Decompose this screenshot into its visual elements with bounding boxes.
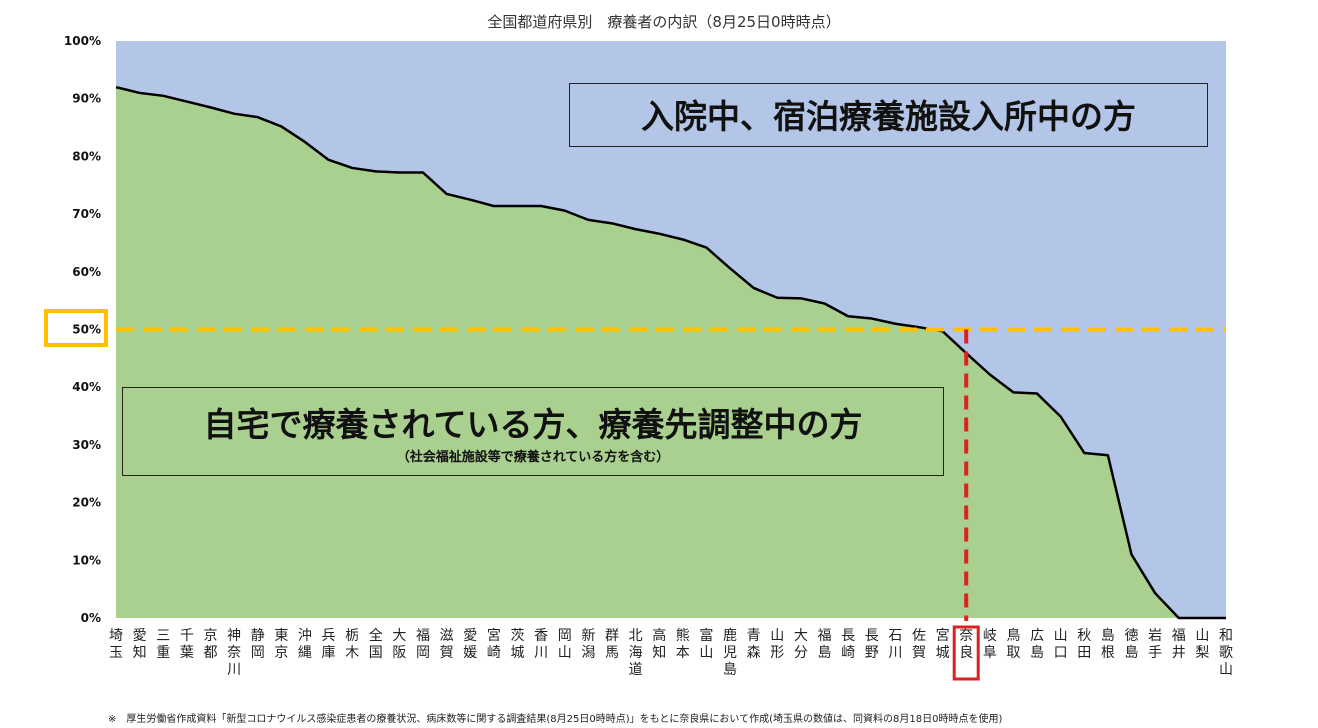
x-tick-label: 東京 bbox=[274, 628, 288, 661]
x-tick-label: 奈良 bbox=[959, 628, 973, 661]
x-tick-label: 神奈川 bbox=[227, 628, 241, 678]
x-tick-label: 山口 bbox=[1054, 628, 1068, 661]
y-tick-label: 50% bbox=[72, 323, 101, 337]
x-tick-label: 宮崎 bbox=[487, 628, 501, 661]
x-tick-label: 兵庫 bbox=[322, 628, 336, 661]
lower-annotation-text: 自宅で療養されている方、療養先調整中の方 bbox=[203, 405, 863, 444]
x-tick-label: 三重 bbox=[156, 628, 170, 661]
x-tick-label: 長野 bbox=[865, 628, 879, 661]
x-tick-label: 全国 bbox=[369, 627, 383, 661]
x-tick-label: 岡山 bbox=[558, 628, 572, 661]
upper-annotation-text: 入院中、宿泊療養施設入所中の方 bbox=[641, 97, 1136, 136]
x-tick-label: 高知 bbox=[652, 627, 666, 661]
y-tick-label: 30% bbox=[72, 438, 101, 452]
x-tick-label: 茨城 bbox=[510, 628, 524, 661]
x-tick-label: 大阪 bbox=[392, 628, 406, 661]
x-tick-label: 栃木 bbox=[345, 628, 359, 661]
x-tick-label: 滋賀 bbox=[440, 628, 454, 661]
y-axis: 0% 10% 20% 30% 40% 50% 60% 70% 80% 90% 100% bbox=[44, 34, 108, 625]
chart-title: 全国都道府県別 療養者の内訳（8月25日0時時点） bbox=[487, 13, 840, 31]
x-tick-label: 大分 bbox=[794, 628, 808, 661]
x-tick-label: 富山 bbox=[699, 627, 713, 661]
boundary-line bbox=[115, 85, 1226, 620]
x-tick-label: 宮城 bbox=[936, 628, 950, 661]
x-tick-label: 秋田 bbox=[1077, 628, 1091, 661]
x-tick-label: 愛知 bbox=[133, 628, 147, 661]
y-tick-label: 80% bbox=[72, 149, 101, 163]
x-tick-label: 岐阜 bbox=[983, 628, 997, 661]
y-tick-label: 70% bbox=[72, 207, 101, 221]
x-tick-label: 福井 bbox=[1172, 628, 1186, 661]
x-tick-label: 青森 bbox=[747, 628, 761, 661]
x-axis: 埼玉愛知三重千葉京都神奈川静岡東京沖縄兵庫栃木全国大阪福岡滋賀愛媛宮崎茨城香川岡… bbox=[109, 625, 1233, 681]
x-tick-label: 京都 bbox=[203, 628, 217, 661]
x-tick-label: 島根 bbox=[1101, 628, 1115, 661]
x-tick-label: 広島 bbox=[1030, 628, 1044, 661]
x-tick-label: 群馬 bbox=[605, 628, 619, 661]
x-tick-label: 沖縄 bbox=[298, 628, 312, 661]
x-tick-label: 鳥取 bbox=[1006, 628, 1020, 661]
y-tick-label: 0% bbox=[81, 611, 101, 625]
x-tick-label: 福岡 bbox=[416, 628, 430, 661]
y-tick-label: 40% bbox=[72, 380, 101, 394]
lower-annotation-subtext: （社会福祉施設等で療養されている方を含む） bbox=[396, 450, 670, 465]
y-tick-label: 100% bbox=[64, 34, 101, 48]
x-tick-label: 千葉 bbox=[180, 628, 194, 661]
lower-area bbox=[116, 87, 1226, 618]
x-tick-label: 愛媛 bbox=[463, 628, 477, 661]
x-tick-label: 石川 bbox=[888, 628, 902, 661]
y-tick-label: 20% bbox=[72, 496, 101, 510]
y-tick-label: 90% bbox=[72, 92, 101, 106]
x-tick-label: 山梨 bbox=[1195, 628, 1209, 661]
x-tick-label: 福島 bbox=[818, 628, 832, 661]
x-tick-label: 香川 bbox=[534, 628, 548, 661]
x-tick-label: 徳島 bbox=[1125, 628, 1139, 661]
x-tick-label: 新潟 bbox=[581, 628, 595, 661]
y-tick-label: 60% bbox=[72, 265, 101, 279]
x-tick-label: 静岡 bbox=[251, 628, 265, 661]
x-tick-label: 和歌山 bbox=[1219, 628, 1233, 678]
highlight-label-box bbox=[952, 625, 980, 681]
x-tick-label: 熊本 bbox=[676, 628, 690, 661]
x-tick-label: 鹿児島 bbox=[723, 627, 737, 678]
x-tick-label: 岩手 bbox=[1148, 628, 1162, 661]
x-tick-label: 北海道 bbox=[629, 628, 643, 678]
reference-label-highlight bbox=[44, 309, 108, 347]
x-tick-label: 埼玉 bbox=[109, 628, 123, 661]
x-tick-label: 長崎 bbox=[841, 628, 855, 661]
upper-annotation-box: 入院中、宿泊療養施設入所中の方 bbox=[569, 83, 1208, 147]
footnote: ※ 厚生労働省作成資料「新型コロナウイルス感染症患者の療養状況、病床数等に関する… bbox=[108, 714, 1003, 725]
lower-annotation-box: 自宅で療養されている方、療養先調整中の方 （社会福祉施設等で療養されている方を含… bbox=[122, 387, 944, 476]
x-tick-label: 佐賀 bbox=[912, 628, 926, 661]
y-tick-label: 10% bbox=[72, 553, 101, 567]
x-tick-label: 山形 bbox=[770, 628, 784, 661]
